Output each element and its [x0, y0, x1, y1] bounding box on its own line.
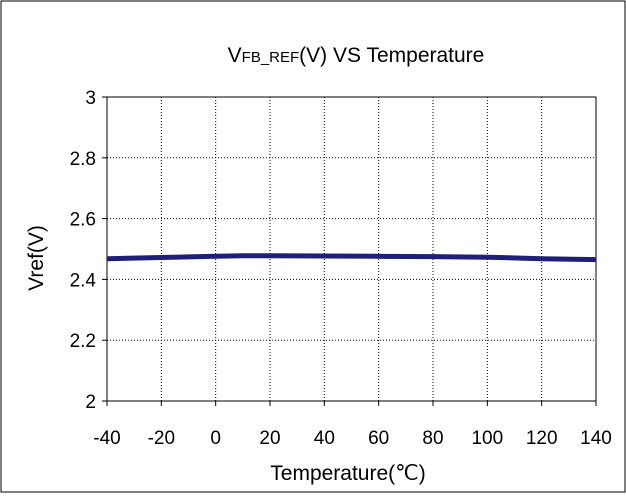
y-tick-label-4: 2.8 [70, 149, 96, 170]
x-tick-label-6: 80 [422, 428, 443, 449]
series-line-0 [106, 253, 597, 263]
series-layer [106, 253, 597, 263]
x-tick-label-2: 0 [210, 428, 221, 449]
x-tick-label-5: 60 [368, 428, 389, 449]
chart-title-main: V [228, 44, 242, 67]
y-axis-label: Vref(V) [25, 225, 48, 291]
axes [102, 96, 597, 406]
y-tick-label-0: 2 [85, 392, 96, 413]
chart-title: VFB_REF(V) VS Temperature [228, 44, 485, 67]
y-tick-label-3: 2.6 [70, 210, 96, 231]
x-tick-label-3: 20 [259, 428, 280, 449]
y-tick-label-1: 2.2 [70, 331, 96, 352]
x-tick-label-7: 100 [471, 428, 503, 449]
grid-lines [107, 97, 596, 401]
y-tick-label-5: 3 [85, 88, 96, 109]
x-tick-label-9: 140 [580, 428, 612, 449]
tick-labels: -40 -20 0 20 40 60 80 100 120 140 2 2.2 2.4 2.6 2.8 3 [70, 88, 612, 449]
y-tick-label-2: 2.4 [70, 270, 97, 291]
x-tick-label-0: -40 [93, 428, 120, 449]
plot-frame [106, 96, 597, 402]
x-tick-label-8: 120 [526, 428, 558, 449]
x-tick-label-4: 40 [314, 428, 335, 449]
chart-title-sub: FB_REF [242, 49, 300, 66]
x-axis-label: Temperature(℃) [270, 462, 425, 485]
x-tick-label-1: -20 [148, 428, 175, 449]
chart-title-rest: (V) VS Temperature [299, 44, 484, 67]
plot-area [107, 97, 596, 401]
